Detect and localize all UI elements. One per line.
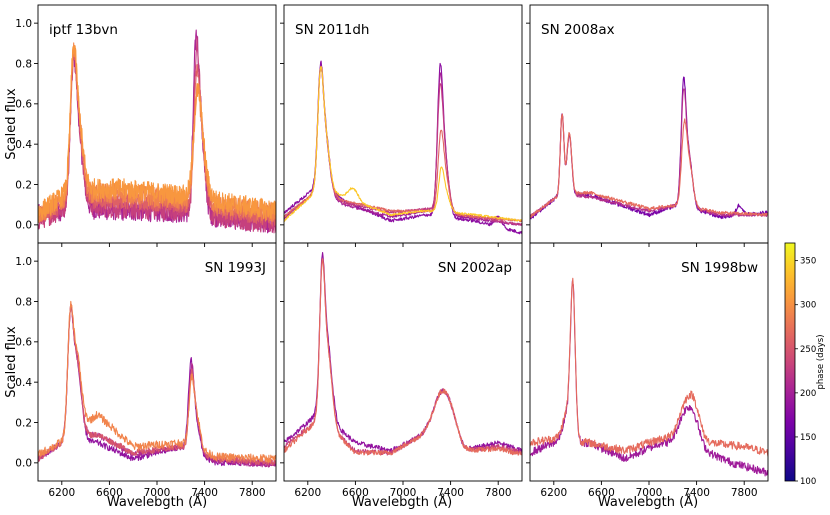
y-tick-label: 0.8 — [15, 58, 32, 70]
colorbar-tick-label: 250 — [800, 345, 816, 355]
spectrum-line-phase-305 — [38, 44, 276, 221]
x-tick-label: 7000 — [390, 487, 417, 499]
x-axis-label-col3: Wavelebgth (Å) — [598, 494, 698, 510]
x-tick-label: 6200 — [294, 487, 321, 499]
panel-2: SN 2011dh — [280, 4, 523, 247]
panel-title: SN 2008ax — [541, 22, 615, 38]
panel-6: 6200 6600 7000 7400 7800 SN 1998bw — [526, 242, 769, 499]
x-tick-label: 6200 — [540, 487, 567, 499]
panel-title: iptf 13bvn — [49, 22, 118, 38]
spectrum-line-phase-165 — [530, 76, 768, 220]
y-tick-label: 0.2 — [15, 179, 32, 191]
colorbar-label: phase (days) — [816, 334, 826, 389]
panel-4: 6200 6600 7000 7400 7800 0.0 0.2 0.4 0.6 0.8 1.0 SN… — [15, 242, 277, 499]
x-tick-label: 6600 — [96, 487, 123, 499]
colorbar-tick-label: 300 — [800, 301, 816, 311]
colorbar-gradient — [784, 242, 796, 482]
spectrum-line-phase-180 — [284, 60, 522, 235]
y-tick-label: 0.8 — [15, 296, 32, 308]
spectrum-line-phase-265 — [284, 65, 522, 223]
spectrum-line-phase-290 — [38, 300, 276, 464]
x-tick-label: 7000 — [636, 487, 663, 499]
colorbar: 100 150 200 250 300 350 phase (days) — [784, 242, 826, 487]
spectrum-line-phase-215 — [530, 88, 768, 218]
x-tick-label: 6200 — [48, 487, 75, 499]
panel-frame — [529, 4, 769, 244]
colorbar-tick-label: 150 — [800, 433, 816, 443]
spectrum-line-phase-185 — [284, 252, 522, 454]
spectrum-line-phase-230 — [284, 258, 522, 456]
panel-title: SN 1993J — [205, 260, 266, 276]
colorbar-tick-label: 100 — [800, 477, 816, 487]
x-tick-label: 6600 — [342, 487, 369, 499]
panel-3: SN 2008ax — [526, 4, 769, 247]
y-tick-label: 1.0 — [15, 18, 32, 30]
y-tick-label: 0.4 — [15, 139, 32, 151]
y-tick-label: 0.6 — [15, 337, 32, 349]
x-tick-label: 7800 — [485, 487, 512, 499]
x-tick-label: 6600 — [588, 487, 615, 499]
x-axis-label-col2: Wavelebgth (Å) — [352, 494, 452, 510]
spectrum-line-phase-225 — [284, 66, 522, 226]
panels-layer: 0.0 0.2 0.4 0.6 0.8 1.0 iptf 13bvn SN 2011dh SN … — [15, 4, 769, 499]
x-tick-label: 7400 — [683, 487, 710, 499]
panel-title: SN 2011dh — [295, 22, 369, 38]
x-axis-label-col1: Wavelebgth (Å) — [107, 494, 207, 510]
spectrum-line-phase-270 — [530, 113, 768, 218]
spectrum-line-phase-270 — [530, 277, 768, 457]
panel-1: 0.0 0.2 0.4 0.6 0.8 1.0 iptf 13bvn — [15, 4, 277, 247]
y-tick-label: 0.4 — [15, 377, 32, 389]
y-axis-label-bottom: Scaled flux — [4, 326, 19, 398]
y-tick-label: 1.0 — [15, 256, 32, 268]
x-tick-label: 7800 — [731, 487, 758, 499]
panel-title: SN 2002ap — [438, 260, 512, 276]
x-tick-label: 7000 — [144, 487, 171, 499]
panel-frame — [283, 4, 523, 244]
spectrum-line-phase-250 — [38, 304, 276, 466]
panel-5: 6200 6600 7000 7400 7800 SN 2002ap — [280, 242, 523, 499]
panel-title: SN 1998bw — [681, 260, 758, 276]
y-tick-label: 0.2 — [15, 417, 32, 429]
colorbar-tick-label: 350 — [800, 257, 816, 267]
colorbar-tick-label: 200 — [800, 389, 816, 399]
y-tick-label: 0.6 — [15, 99, 32, 111]
x-tick-label: 7800 — [239, 487, 266, 499]
spectrum-line-phase-270 — [284, 258, 522, 456]
x-tick-label: 7400 — [191, 487, 218, 499]
y-axis-label-top: Scaled flux — [4, 88, 19, 160]
y-tick-label: 0.0 — [15, 220, 32, 232]
spectrum-line-phase-340 — [284, 65, 522, 223]
x-tick-label: 7400 — [437, 487, 464, 499]
spectrum-line-phase-200 — [284, 66, 522, 226]
y-tick-label: 0.0 — [15, 458, 32, 470]
